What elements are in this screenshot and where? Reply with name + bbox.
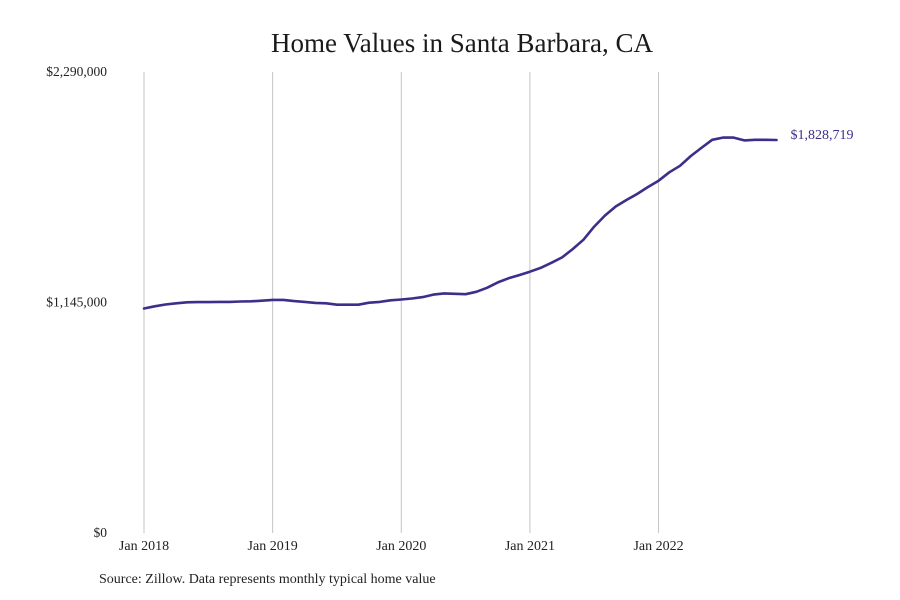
x-tick-label: Jan 2022 xyxy=(633,539,683,554)
gridlines xyxy=(143,72,660,533)
y-tick-label: $2,290,000 xyxy=(46,64,107,79)
data-label-layer: $1,828,719 xyxy=(790,128,853,143)
source-note: Source: Zillow. Data represents monthly … xyxy=(99,572,436,587)
x-tick-label: Jan 2021 xyxy=(505,539,555,554)
series-line xyxy=(142,136,778,310)
y-axis-tick-labels: $0 $1,145,000 $2,290,000 xyxy=(46,64,107,540)
x-tick-label: Jan 2018 xyxy=(119,539,169,554)
x-tick-label: Jan 2019 xyxy=(248,539,298,554)
y-tick-label: $1,145,000 xyxy=(46,295,107,310)
end-value-label: $1,828,719 xyxy=(790,128,853,143)
x-axis-tick-labels: Jan 2018 Jan 2019 Jan 2020 Jan 2021 Jan 2022 xyxy=(119,539,684,554)
series-layer xyxy=(142,136,778,310)
chart-title: Home Values in Santa Barbara, CA xyxy=(271,28,653,58)
x-tick-label: Jan 2020 xyxy=(376,539,426,554)
y-tick-label: $0 xyxy=(94,525,108,540)
